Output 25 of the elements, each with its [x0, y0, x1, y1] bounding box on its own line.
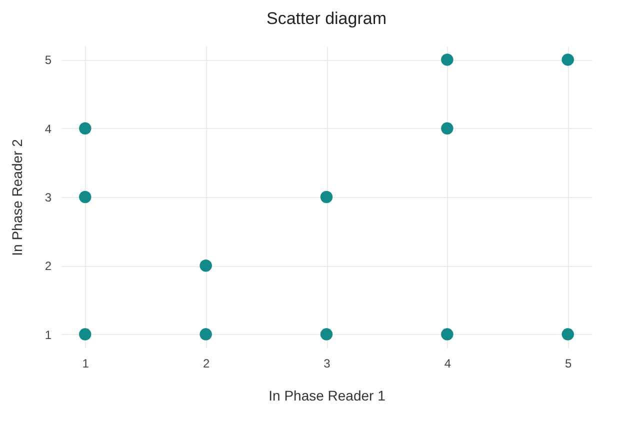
point: [441, 122, 454, 134]
y-tick-label: 1: [44, 328, 52, 342]
point: [200, 260, 212, 272]
point: [79, 122, 92, 134]
x-tick-label: 2: [202, 356, 210, 370]
point: [320, 328, 333, 340]
x-tick-label: 3: [324, 356, 331, 370]
point: [320, 190, 333, 204]
point: [441, 54, 454, 66]
x-axis-title: In Phase Reader 1: [268, 388, 386, 404]
x-tick-label: 1: [82, 356, 90, 370]
x-tick-label: 5: [565, 356, 572, 370]
point: [79, 190, 92, 204]
point: [562, 54, 574, 66]
point: [441, 328, 454, 340]
chart-title: Scatter diagram: [266, 9, 386, 28]
point: [79, 328, 92, 340]
y-axis-title: In Phase Reader 2: [8, 138, 25, 256]
y-tick-label: 5: [44, 53, 52, 68]
point: [200, 328, 212, 340]
y-tick-label: 2: [44, 259, 52, 274]
point: [562, 328, 574, 340]
y-tick-label: 3: [44, 190, 52, 204]
y-tick-label: 4: [44, 122, 52, 136]
x-tick-label: 4: [444, 356, 452, 370]
